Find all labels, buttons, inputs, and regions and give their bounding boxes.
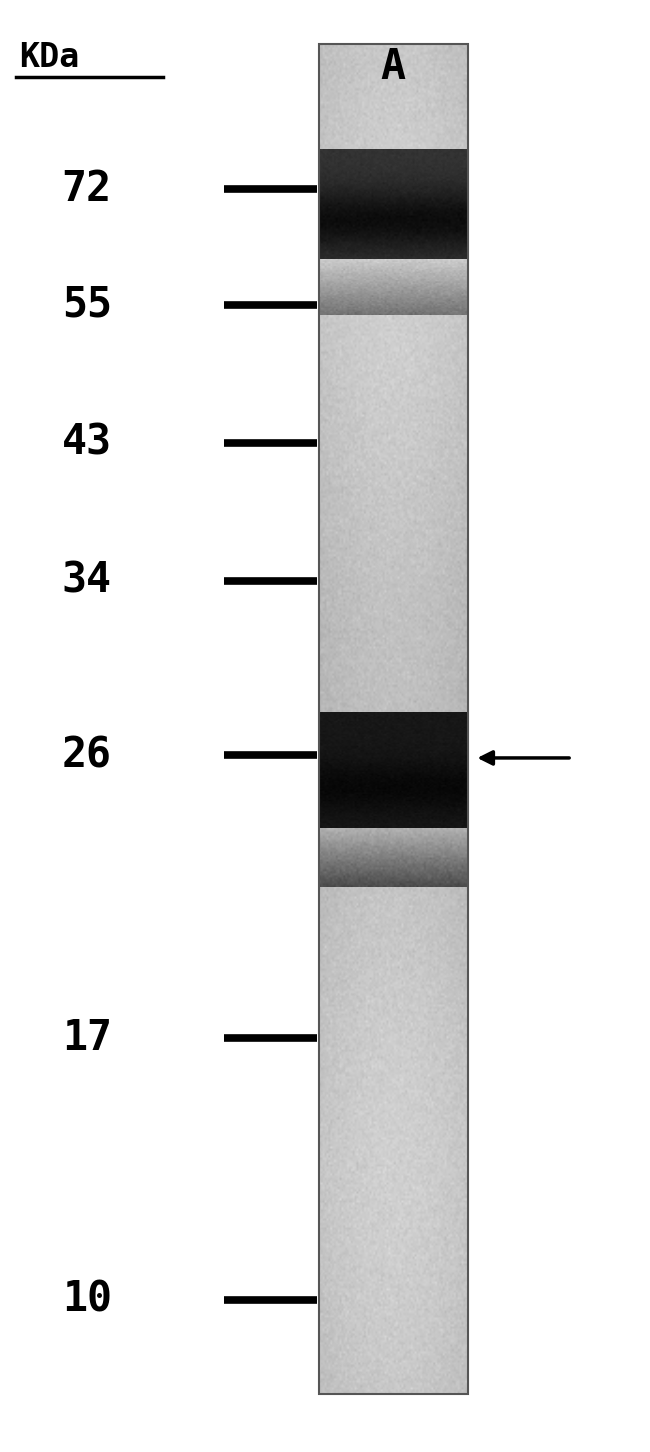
Text: 17: 17 — [62, 1018, 112, 1059]
Text: A: A — [381, 46, 406, 89]
Text: KDa: KDa — [20, 41, 80, 74]
Text: 72: 72 — [62, 168, 112, 209]
Text: 34: 34 — [62, 560, 112, 601]
Text: 55: 55 — [62, 285, 112, 325]
Text: 43: 43 — [62, 423, 112, 463]
Bar — [318, 44, 468, 1394]
Text: 10: 10 — [62, 1279, 112, 1320]
Text: 26: 26 — [62, 735, 112, 775]
